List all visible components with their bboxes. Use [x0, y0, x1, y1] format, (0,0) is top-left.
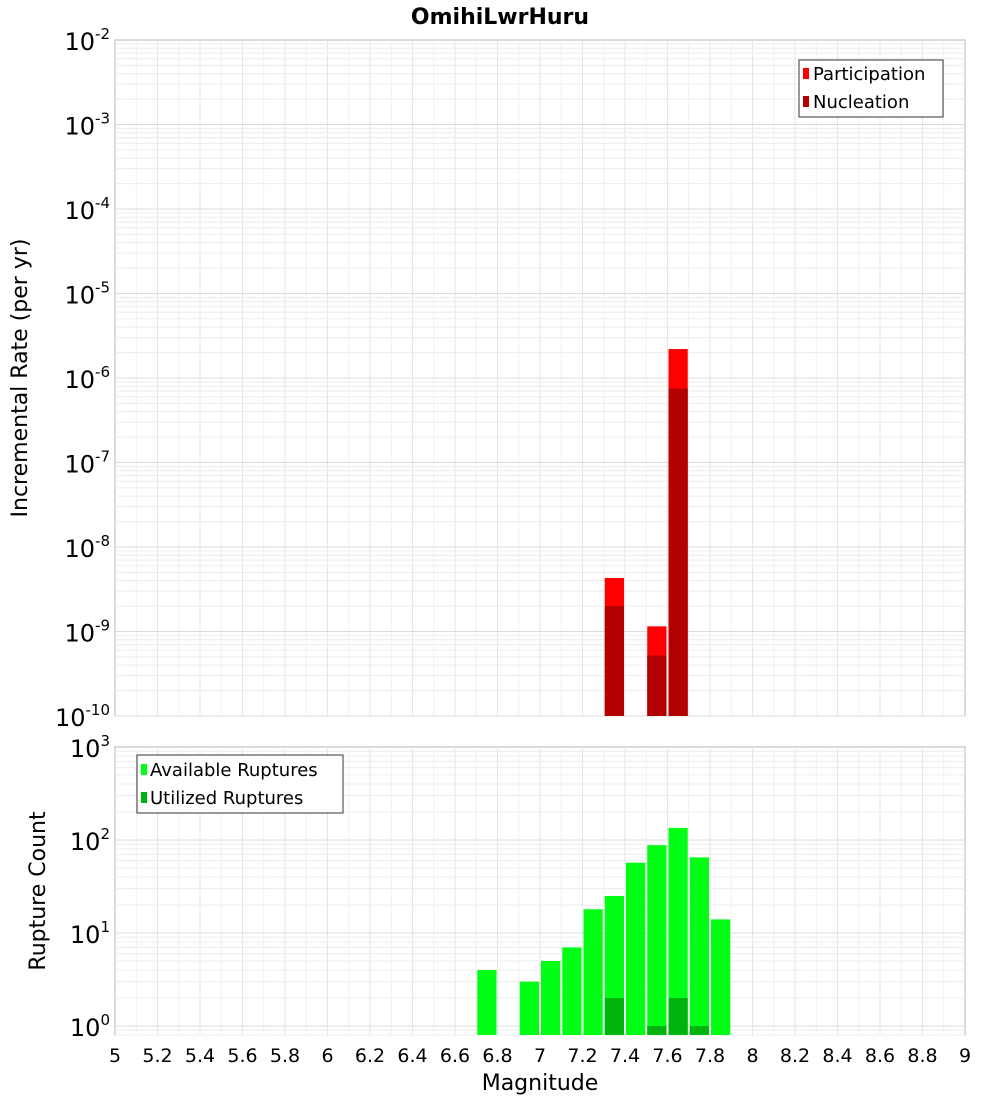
- rate-legend-box: [798, 59, 944, 118]
- count-x-tick-labels: 5 5.2 5.4 5.6 5.8 6 6.2 6.4 6.6 6.8 7 7.2 7.4 7.6 7.8 8…: [109, 1045, 971, 1067]
- count-y-tick-label: 103: [70, 732, 110, 763]
- available-legend-label: Available Ruptures: [150, 760, 318, 781]
- x-tick-label: 8.2: [780, 1045, 810, 1067]
- participation-legend-swatch: [803, 68, 809, 79]
- count-bar-series-1: [668, 997, 688, 1035]
- participation-legend-label: Participation: [813, 64, 925, 85]
- count-y-tick-label: 100: [70, 1011, 110, 1042]
- x-tick-label: 7.8: [695, 1045, 725, 1067]
- x-tick-label: 7.4: [610, 1045, 640, 1067]
- rate-grid: [115, 40, 965, 717]
- count-bar-series-0: [477, 969, 497, 1035]
- count-bar-series-1: [689, 1025, 709, 1035]
- count-y-tick-label: 101: [70, 918, 110, 949]
- count-bars: [477, 827, 731, 1035]
- rate-y-tick-label: 10-2: [64, 25, 110, 56]
- available-legend-swatch: [141, 764, 147, 775]
- x-tick-label: 7.6: [652, 1045, 682, 1067]
- count-bar-series-0: [626, 862, 646, 1035]
- x-tick-label: 6.4: [397, 1045, 427, 1067]
- count-bar-series-0: [583, 909, 603, 1035]
- rate-panel: 10-2 10-3 10-4 10-5 10-6 10-7 10-8 10-9 10-10 In…: [8, 25, 966, 732]
- count-bar-series-1: [604, 997, 624, 1035]
- x-tick-label: 5.8: [270, 1045, 300, 1067]
- x-tick-label: 5: [109, 1045, 121, 1067]
- count-y-axis-title: Rupture Count: [26, 811, 51, 971]
- count-legend-box: [136, 754, 344, 814]
- x-tick-label: 5.4: [185, 1045, 215, 1067]
- x-tick-label: 5.6: [227, 1045, 257, 1067]
- x-tick-label: 7.2: [567, 1045, 597, 1067]
- utilized-legend-label: Utilized Ruptures: [150, 788, 303, 809]
- x-tick-label: 8: [746, 1045, 758, 1067]
- x-tick-label: 6.8: [482, 1045, 512, 1067]
- rate-y-tick-label: 10-3: [64, 110, 110, 141]
- count-panel: 103 102 101 100 5 5.2 5.4 5.6 5.8 6 6.2 6.4 6.6 6.8 7…: [26, 732, 971, 1096]
- x-tick-label: 9: [959, 1045, 971, 1067]
- count-bar-series-1: [647, 1025, 667, 1035]
- rate-y-tick-labels: 10-2 10-3 10-4 10-5 10-6 10-7 10-8 10-9 10-10: [55, 25, 110, 732]
- x-tick-label: 6.2: [355, 1045, 385, 1067]
- x-tick-label: 5.2: [142, 1045, 172, 1067]
- rate-y-axis-title: Incremental Rate (per yr): [8, 239, 33, 518]
- count-y-tick-label: 102: [70, 825, 110, 856]
- rate-y-tick-label: 10-6: [64, 363, 110, 394]
- rate-y-tick-label: 10-7: [64, 448, 110, 479]
- count-bar-series-0: [689, 857, 709, 1035]
- count-bar-series-0: [647, 845, 667, 1035]
- x-tick-label: 8.4: [822, 1045, 852, 1067]
- x-tick-label: 8.6: [865, 1045, 895, 1067]
- count-bar-series-0: [519, 981, 539, 1035]
- rate-y-tick-label: 10-9: [64, 617, 110, 648]
- rate-bars: [604, 349, 688, 716]
- count-bar-series-0: [541, 960, 561, 1035]
- count-bar-series-0: [668, 827, 688, 1035]
- count-legend: Available Ruptures Utilized Ruptures: [136, 754, 344, 814]
- count-y-tick-labels: 103 102 101 100: [70, 732, 110, 1042]
- rate-bar-series-1: [647, 655, 667, 716]
- rate-y-tick-label: 10-10: [55, 701, 110, 732]
- x-tick-label: 8.8: [907, 1045, 937, 1067]
- rate-legend: Participation Nucleation: [798, 59, 944, 118]
- utilized-legend-swatch: [141, 792, 147, 803]
- count-bar-series-0: [562, 947, 582, 1035]
- chart-title: OmihiLwrHuru: [411, 5, 589, 30]
- x-tick-label: 6: [321, 1045, 333, 1067]
- count-bar-series-0: [711, 919, 731, 1035]
- nucleation-legend-swatch: [803, 96, 809, 107]
- x-axis-title: Magnitude: [482, 1071, 599, 1096]
- x-tick-label: 6.6: [440, 1045, 470, 1067]
- rate-y-tick-label: 10-8: [64, 532, 110, 563]
- rate-bar-series-1: [604, 606, 624, 716]
- rate-bar-series-1: [668, 388, 688, 716]
- rate-y-tick-label: 10-4: [64, 194, 110, 225]
- nucleation-legend-label: Nucleation: [813, 92, 909, 113]
- x-tick-label: 7: [534, 1045, 546, 1067]
- rate-y-tick-label: 10-5: [64, 279, 110, 310]
